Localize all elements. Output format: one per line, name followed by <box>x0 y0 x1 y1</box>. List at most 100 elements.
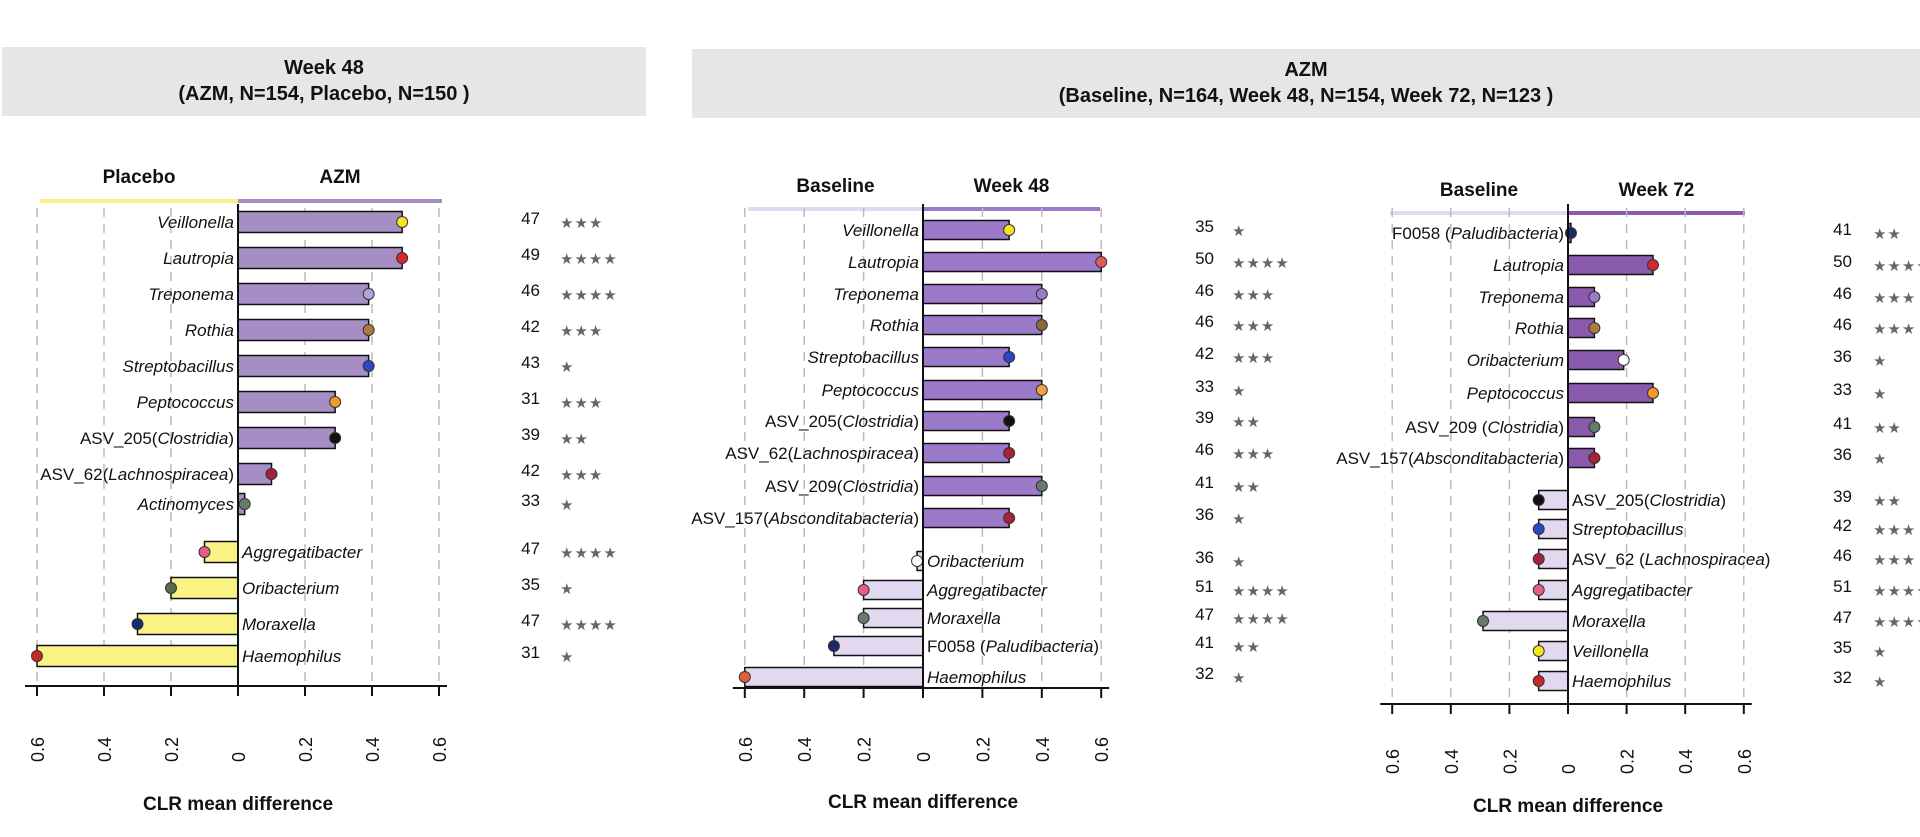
category-label: Oribacterium <box>927 552 1024 571</box>
significance-stars: ★★ <box>1873 493 1902 510</box>
n-value: 47 <box>521 209 540 228</box>
significance-stars: ★ <box>1232 554 1246 571</box>
chart-panel-p3: Baseline Week 72 F0058 (Paludibacteria) 41 ★… <box>1336 180 1920 817</box>
bar <box>744 666 924 688</box>
n-value: 36 <box>1195 548 1214 567</box>
bar <box>922 379 1043 401</box>
group-label-left: Baseline <box>1440 180 1518 201</box>
n-value: 35 <box>521 575 540 594</box>
category-label: ASV_62(Lachnospiracea) <box>40 465 234 484</box>
n-value: 42 <box>521 317 540 336</box>
category-label: Aggregatibacter <box>926 581 1048 600</box>
n-value: 50 <box>1195 249 1214 268</box>
x-tick-label: 0.2 <box>162 737 182 762</box>
bar <box>833 635 924 657</box>
significance-stars: ★★★ <box>1873 522 1916 539</box>
bar <box>922 283 1043 305</box>
significance-stars: ★★ <box>1873 226 1902 243</box>
category-label: ASV_62 (Lachnospiracea) <box>1572 550 1770 569</box>
n-value: 46 <box>1833 315 1852 334</box>
bar <box>1482 610 1569 632</box>
category-label: Oribacterium <box>242 579 339 598</box>
n-value: 47 <box>1833 608 1852 627</box>
category-label: Lautropia <box>163 249 234 268</box>
bar-dot <box>1003 351 1016 363</box>
group-label-right: Week 48 <box>974 176 1050 197</box>
significance-stars: ★★ <box>1232 479 1261 496</box>
bar-dot <box>238 498 251 510</box>
n-value: 46 <box>1195 281 1214 300</box>
n-value: 47 <box>521 539 540 558</box>
category-label: ASV_205(Clostridia) <box>1572 491 1726 510</box>
bar-dot <box>1035 384 1048 396</box>
n-value: 42 <box>521 461 540 480</box>
bar <box>862 607 924 629</box>
x-tick-label: 0.2 <box>1500 749 1520 774</box>
x-tick-label: 0.6 <box>736 737 756 762</box>
bar-dot <box>31 650 43 662</box>
x-tick-label: 0.2 <box>296 737 316 762</box>
bar-dot <box>1532 584 1545 596</box>
bar-dot <box>329 432 342 444</box>
chart-panel-p2: Baseline Week 48 Veillonella 35 ★ Lautropia 50… <box>691 176 1289 813</box>
significance-stars: ★★★★ <box>1873 258 1920 275</box>
bar-dot <box>1646 259 1659 271</box>
category-label: ASV_209 (Clostridia) <box>1405 418 1564 437</box>
significance-stars: ★ <box>560 359 574 376</box>
significance-stars: ★ <box>560 581 574 598</box>
category-label: Streptobacillus <box>1572 520 1684 539</box>
significance-stars: ★ <box>1873 386 1887 403</box>
bar-dot <box>1532 645 1545 657</box>
bar-dot <box>1003 512 1016 524</box>
x-tick-label: 0.6 <box>1092 737 1112 762</box>
bar-dot <box>362 360 375 372</box>
category-label: Actinomyces <box>137 495 235 514</box>
significance-stars: ★★★ <box>560 323 603 340</box>
category-label: Rothia <box>1515 319 1564 338</box>
category-label: Aggregatibacter <box>1571 581 1693 600</box>
category-label: ASV_62(Lachnospiracea) <box>725 444 919 463</box>
n-value: 41 <box>1833 220 1852 239</box>
category-label: Haemophilus <box>242 647 342 666</box>
category-label: Oribacterium <box>1467 351 1564 370</box>
group-label-left: Baseline <box>796 176 874 197</box>
category-label: Moraxella <box>927 609 1001 628</box>
significance-stars: ★★ <box>1232 414 1261 431</box>
x-tick-label: 0.2 <box>973 737 993 762</box>
n-value: 46 <box>1195 440 1214 459</box>
significance-stars: ★ <box>1873 674 1887 691</box>
category-label: Veillonella <box>842 221 919 240</box>
significance-stars: ★★★ <box>560 395 603 412</box>
x-tick-label: 0.6 <box>28 737 48 762</box>
category-label: ASV_205(Clostridia) <box>80 429 234 448</box>
bar-dot <box>396 252 409 264</box>
category-label: F0058 (Paludibacteria) <box>927 637 1099 656</box>
significance-stars: ★★★ <box>1232 446 1275 463</box>
n-value: 50 <box>1833 252 1852 271</box>
significance-stars: ★ <box>1873 353 1887 370</box>
n-value: 43 <box>521 353 540 372</box>
bar-dot <box>1035 480 1048 492</box>
n-value: 36 <box>1195 505 1214 524</box>
bar <box>1567 349 1625 371</box>
category-label: ASV_157(Absconditabacteria) <box>691 509 919 528</box>
x-tick-label: 0.6 <box>430 737 450 762</box>
category-label: Veillonella <box>157 213 234 232</box>
category-label: Haemophilus <box>1572 672 1672 691</box>
bar-dot <box>1477 615 1490 627</box>
bar-dot <box>1095 256 1108 268</box>
bar-dot <box>1003 415 1016 427</box>
bar-dot <box>857 612 870 624</box>
bar <box>237 282 370 306</box>
significance-stars: ★★★★ <box>560 617 618 634</box>
azm-header-title: AZM <box>1284 59 1328 81</box>
bar-dot <box>1532 494 1545 506</box>
significance-stars: ★★★★ <box>560 545 618 562</box>
n-value: 31 <box>521 389 540 408</box>
significance-stars: ★★★ <box>1873 290 1916 307</box>
significance-stars: ★★★ <box>560 215 603 232</box>
significance-stars: ★★★ <box>1873 552 1916 569</box>
bar <box>922 475 1043 497</box>
x-tick-label: 0.2 <box>855 737 875 762</box>
